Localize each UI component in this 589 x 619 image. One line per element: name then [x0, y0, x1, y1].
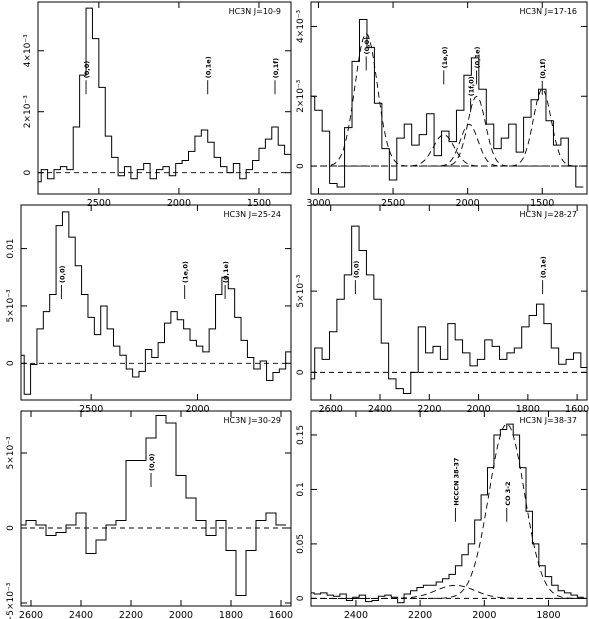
y-tick-label: 4×10⁻³: [23, 34, 33, 67]
panel-1: 2500 2000 1500 0 2×10⁻³ 4×10⁻³ (0,0) (0,1e) (0,1…: [23, 1, 292, 209]
y-tick-label: 0: [6, 525, 16, 531]
x-tick-label: 2400: [368, 404, 392, 415]
x-tick-label: 2000: [472, 610, 496, 619]
x-tick-label: 1500: [530, 198, 554, 209]
panel-title: HC3N J=30-29: [223, 416, 281, 425]
x-tick-label: 2000: [167, 198, 191, 209]
panel-5: 2600 2400 2200 2000 1800 1600 −5×10⁻³ 0 5×10⁻³ (0…: [6, 410, 293, 619]
x-tick-label: 2500: [79, 404, 103, 415]
annotation-label: (0,1f): [272, 58, 280, 78]
y-tick-label: 0: [296, 369, 306, 375]
x-tick-label: 2500: [87, 198, 111, 209]
annotation-label: (0,1e): [474, 46, 482, 68]
annotation-label: (0,1f): [539, 58, 547, 78]
x-tick-label: 1800: [536, 610, 560, 619]
annotation-label: (1f,0): [468, 76, 476, 96]
x-tick-label: 1600: [565, 404, 589, 415]
panel-2: 3000 2500 2000 1500 0 2×10⁻³ 4×10⁻³ (0,0) (1e,0)…: [296, 1, 588, 209]
x-tick-label: 1600: [269, 610, 293, 619]
panel-title: HC3N J=28-27: [519, 210, 577, 219]
y-tick-label: 0: [296, 595, 306, 601]
spectrum-histogram: [21, 415, 286, 596]
spectrum-histogram: [311, 423, 584, 604]
spectrum-histogram: [311, 18, 584, 188]
axes-frame: [37, 1, 292, 195]
gaussian-fit: [311, 88, 587, 167]
gaussian-fit: [311, 423, 587, 599]
annotation-label: (0,1e): [205, 56, 213, 78]
y-tick-label: 0.1: [296, 482, 306, 496]
annotation-label: (0,1e): [540, 256, 548, 278]
x-tick-label: 2200: [408, 610, 432, 619]
x-tick-label: 2000: [169, 610, 193, 619]
annotation-label: (1e,0): [441, 46, 449, 68]
annotation-label: (0,0): [58, 266, 66, 283]
annotation-label: (0,0): [83, 61, 91, 78]
y-tick-label: 0.05: [296, 534, 306, 554]
y-tick-label: 0: [23, 170, 33, 176]
x-tick-label: 1500: [247, 198, 271, 209]
annotation-label: (0,0): [148, 454, 156, 471]
x-tick-label: 2500: [381, 198, 405, 209]
x-tick-label: 2000: [456, 198, 480, 209]
panel-4: 2600 2400 2200 2000 1800 1600 0 5×10⁻³ (0,0) (0,1…: [296, 204, 589, 415]
axes-frame: [20, 410, 292, 607]
panel-title: HC3N J=10-9: [229, 7, 281, 16]
spectrum-histogram: [38, 7, 291, 183]
x-tick-label: 1800: [516, 404, 540, 415]
gaussian-fit: [311, 584, 587, 599]
x-tick-label: 2000: [185, 404, 209, 415]
gaussian-fit: [311, 134, 587, 167]
gaussian-fit: [311, 123, 587, 167]
y-tick-label: 0: [296, 163, 306, 169]
y-tick-label: 0: [6, 360, 16, 366]
axes-frame: [310, 204, 588, 401]
x-tick-label: 3000: [306, 198, 330, 209]
panel-3: 2500 2000 0 5×10⁻³ 0.01 (0,0) (1e,0) (0,1e) HC3N…: [6, 204, 292, 415]
y-tick-label: 5×10⁻³: [296, 274, 306, 307]
x-tick-label: 2600: [319, 404, 343, 415]
x-tick-label: 2400: [69, 610, 93, 619]
panel-title: HC3N J=38-37: [519, 416, 577, 425]
annotation-label: CO 3-2: [504, 481, 512, 505]
annotation-label: (1e,0): [182, 261, 190, 283]
y-tick-label: 0.15: [296, 425, 306, 445]
y-tick-label: 2×10⁻³: [296, 79, 306, 112]
panel-6: 2400 2200 2000 1800 0 0.05 0.1 0.15 HCCCN 38-37 C…: [296, 410, 588, 619]
y-tick-label: 4×10⁻³: [296, 10, 306, 43]
x-tick-label: 2200: [119, 610, 143, 619]
panel-title: HC3N J=25-24: [223, 210, 281, 219]
x-tick-label: 1800: [219, 610, 243, 619]
spectrum-histogram: [311, 225, 587, 394]
axes-frame: [310, 410, 588, 607]
annotation-label: (0,1e): [222, 261, 230, 283]
annotation-label: HCCCN 38-37: [452, 458, 460, 506]
y-tick-label: 5×10⁻³: [6, 436, 16, 469]
x-tick-label: 2400: [344, 610, 368, 619]
x-tick-label: 2200: [417, 404, 441, 415]
axes-frame: [20, 204, 292, 401]
spectrum-histogram: [21, 211, 291, 395]
annotation-label: (0,0): [363, 37, 371, 54]
y-tick-label: 5×10⁻³: [6, 289, 16, 322]
y-tick-label: 2×10⁻³: [23, 95, 33, 128]
annotation-label: (0,0): [352, 261, 360, 278]
gaussian-fit: [311, 32, 587, 167]
y-tick-label: 0.01: [6, 239, 16, 259]
x-tick-label: 2600: [19, 610, 43, 619]
panel-title: HC3N J=17-16: [519, 7, 577, 16]
axes-frame: [310, 1, 588, 195]
y-tick-label: −5×10⁻³: [6, 582, 16, 619]
x-tick-label: 2000: [466, 404, 490, 415]
